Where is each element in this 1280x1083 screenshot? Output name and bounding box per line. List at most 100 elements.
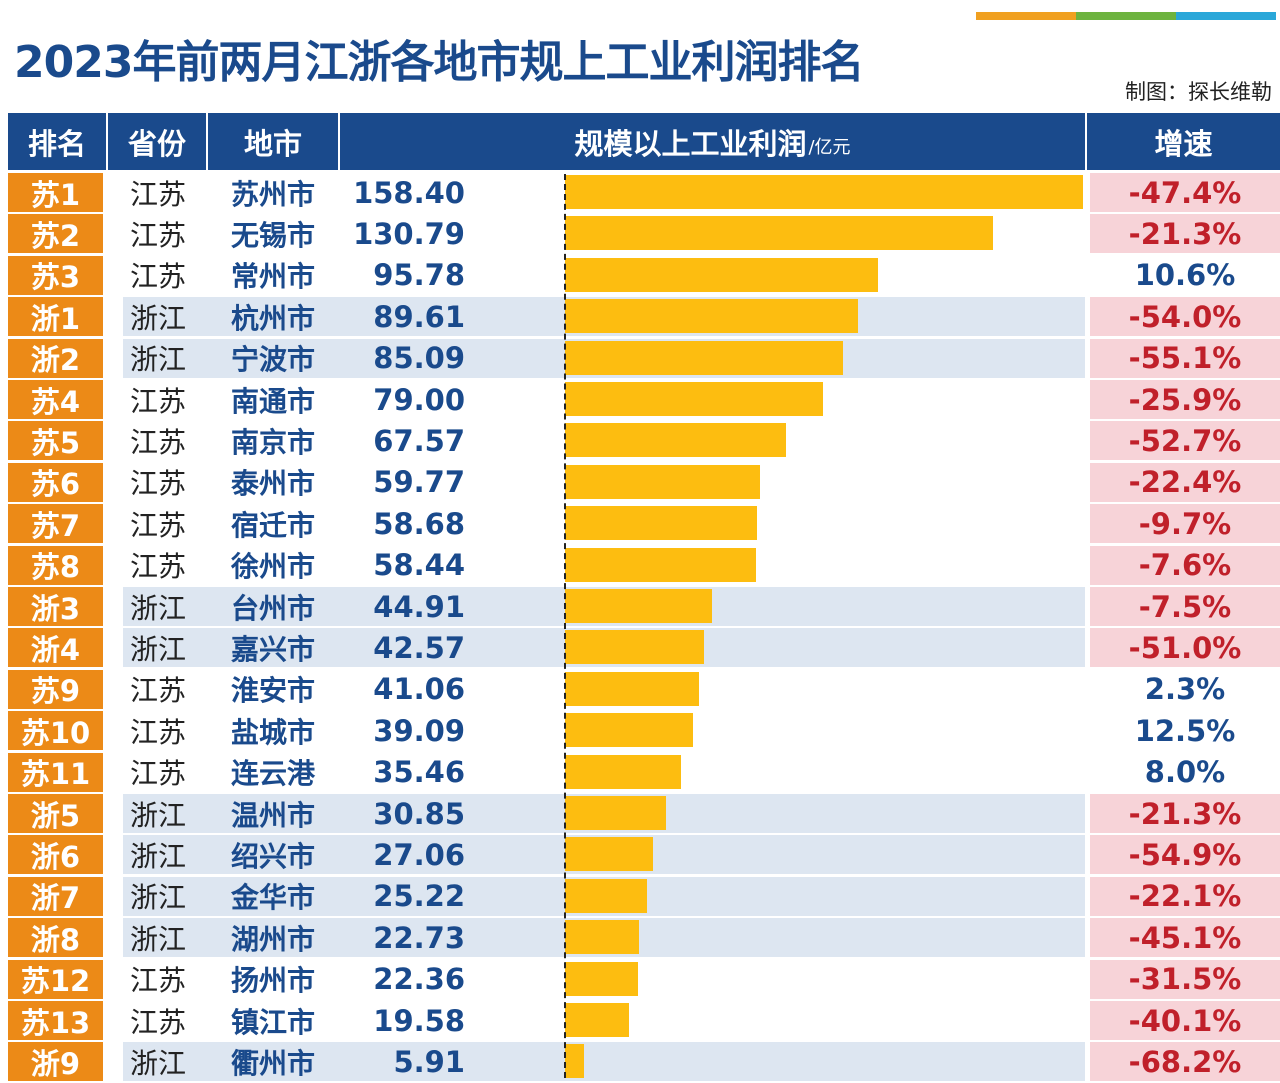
- data-label: 67.57: [373, 423, 465, 458]
- table-row: 浙5 浙江 温州市 30.85 -21.3%: [8, 793, 1280, 834]
- data-label: 130.79: [353, 216, 465, 251]
- growth-cell: 8.0%: [1144, 755, 1226, 790]
- city-cell: 嘉兴市: [230, 632, 315, 666]
- city-cell: 南通市: [230, 384, 315, 418]
- header-divider: [106, 113, 108, 170]
- growth-cell: -22.4%: [1090, 462, 1280, 502]
- table-row: 浙4 浙江 嘉兴市 42.57 -51.0%: [8, 627, 1280, 668]
- rank-badge: 苏5: [8, 421, 103, 461]
- bar: [565, 754, 681, 789]
- bar: [565, 299, 859, 334]
- data-label: 39.09: [373, 713, 465, 748]
- credit: 制图：探长维勒: [1125, 80, 1272, 104]
- header-province: 省份: [127, 126, 186, 161]
- table-row: 苏4 江苏 南通市 79.00 -25.9%: [8, 379, 1280, 420]
- growth-cell: -54.0%: [1090, 297, 1280, 337]
- province-cell: 江苏: [129, 218, 186, 252]
- table-row: 苏2 江苏 无锡市 130.79 -21.3%: [8, 213, 1280, 254]
- header-city: 地市: [243, 126, 302, 161]
- city-cell: 宿迁市: [230, 508, 315, 542]
- header-profit: 规模以上工业利润/亿元: [340, 113, 1085, 170]
- row-shade: [123, 1042, 1085, 1082]
- bar: [565, 216, 993, 251]
- data-label: 158.40: [353, 175, 465, 210]
- city-cell: 无锡市: [230, 218, 315, 252]
- accent-green: [1076, 12, 1176, 20]
- header-rank: 排名: [27, 126, 86, 161]
- city-cell: 南京市: [230, 425, 315, 459]
- header-divider: [206, 113, 208, 170]
- rank-badge: 苏9: [8, 669, 103, 709]
- header-divider: [1085, 113, 1087, 170]
- data-label: 58.44: [373, 548, 465, 583]
- header-profit-unit: /亿元: [808, 136, 851, 158]
- data-label: 27.06: [373, 837, 465, 872]
- rank-badge: 苏11: [8, 752, 103, 792]
- province-cell: 江苏: [129, 674, 186, 708]
- city-cell: 金华市: [230, 881, 315, 915]
- city-cell: 常州市: [230, 260, 315, 294]
- table-row: 苏9 江苏 淮安市 41.06 2.3%: [8, 669, 1280, 710]
- bar: [565, 671, 700, 706]
- bar: [565, 837, 654, 872]
- bar: [565, 382, 824, 416]
- growth-cell: -9.7%: [1090, 504, 1280, 544]
- data-label: 5.91: [393, 1044, 465, 1079]
- growth-cell: -21.3%: [1090, 794, 1280, 833]
- growth-cell: -40.1%: [1090, 1001, 1280, 1040]
- city-cell: 淮安市: [230, 674, 315, 708]
- growth-cell: -55.1%: [1090, 338, 1280, 378]
- rank-badge: 苏8: [8, 545, 103, 585]
- table-row: 浙8 浙江 湖州市 22.73 -45.1%: [8, 917, 1280, 958]
- accent-blue: [1176, 12, 1276, 20]
- rank-badge: 苏7: [8, 504, 103, 544]
- table-row: 浙6 浙江 绍兴市 27.06 -54.9%: [8, 834, 1280, 875]
- table-row: 苏11 江苏 连云港 35.46 8.0%: [8, 752, 1280, 793]
- table-row: 苏6 江苏 泰州市 59.77 -22.4%: [8, 462, 1280, 503]
- bar: [565, 878, 648, 913]
- city-cell: 泰州市: [230, 467, 315, 501]
- province-cell: 江苏: [129, 384, 186, 418]
- rank-badge: 苏10: [8, 711, 103, 751]
- table-row: 浙2 浙江 宁波市 85.09 -55.1%: [8, 338, 1280, 379]
- rank-badge: 浙4: [8, 628, 103, 668]
- bar: [565, 464, 761, 499]
- data-label: 89.61: [373, 299, 465, 334]
- data-label: 22.73: [373, 920, 465, 955]
- province-cell: 江苏: [129, 715, 186, 749]
- rank-badge: 苏6: [8, 462, 103, 502]
- rank-badge: 苏12: [8, 959, 103, 999]
- province-cell: 江苏: [129, 508, 186, 542]
- chart-title: 2023年前两月江浙各地市规上工业利润排名: [14, 37, 864, 88]
- data-label: 22.36: [373, 962, 465, 997]
- rank-badge: 浙3: [8, 587, 103, 626]
- accent-orange: [976, 12, 1076, 20]
- rank-badge: 苏13: [8, 1001, 103, 1040]
- growth-cell: -7.6%: [1090, 545, 1280, 585]
- bar: [565, 1044, 585, 1079]
- header-divider: [338, 113, 340, 170]
- growth-cell: -47.4%: [1090, 173, 1280, 212]
- rank-badge: 浙9: [8, 1042, 103, 1082]
- province-cell: 江苏: [129, 964, 186, 998]
- bar: [565, 1003, 630, 1037]
- data-label: 42.57: [373, 630, 465, 665]
- table-row: 苏3 江苏 常州市 95.78 10.6%: [8, 255, 1280, 296]
- province-cell: 浙江: [129, 881, 186, 915]
- bar: [565, 796, 666, 830]
- growth-cell: -45.1%: [1090, 918, 1280, 958]
- data-label: 44.91: [373, 589, 465, 624]
- rank-badge: 浙5: [8, 794, 103, 833]
- province-cell: 江苏: [129, 1005, 186, 1039]
- rank-badge: 浙7: [8, 876, 103, 916]
- header-profit-label: 规模以上工业利润: [574, 126, 807, 161]
- province-cell: 浙江: [129, 343, 186, 377]
- growth-cell: -54.9%: [1090, 835, 1280, 875]
- data-label: 59.77: [373, 465, 465, 500]
- province-cell: 浙江: [129, 1046, 186, 1080]
- bar: [565, 589, 712, 623]
- growth-cell: -51.0%: [1090, 628, 1280, 668]
- city-cell: 湖州市: [230, 922, 315, 956]
- bar: [565, 547, 757, 582]
- province-cell: 浙江: [129, 591, 186, 625]
